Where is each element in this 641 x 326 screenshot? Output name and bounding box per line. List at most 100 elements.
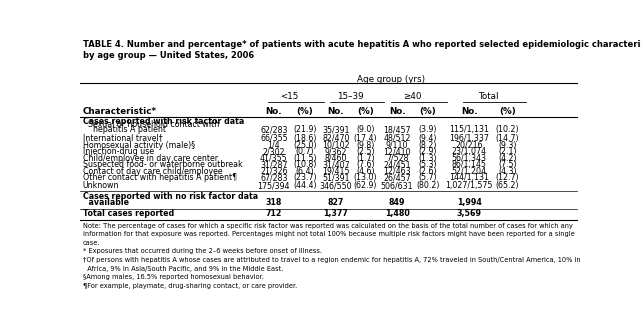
Text: hepatitis A patient: hepatitis A patient xyxy=(83,126,165,135)
Text: 41/355: 41/355 xyxy=(260,154,288,163)
Text: †Of persons with hepatitis A whose cases are attributed to travel to a region en: †Of persons with hepatitis A whose cases… xyxy=(83,257,580,263)
Text: (7.6): (7.6) xyxy=(356,160,374,169)
Text: 1,994: 1,994 xyxy=(456,198,481,207)
Text: * Exposures that occurred during the 2–6 weeks before onset of illness.: * Exposures that occurred during the 2–6… xyxy=(83,248,322,255)
Text: 9/362: 9/362 xyxy=(325,147,347,156)
Text: (6.4): (6.4) xyxy=(296,167,314,176)
Text: (2.6): (2.6) xyxy=(419,167,437,176)
Text: Note: The percentage of cases for which a specific risk factor was reported was : Note: The percentage of cases for which … xyxy=(83,223,572,229)
Text: Total cases reported: Total cases reported xyxy=(83,209,174,218)
Text: 23/1,074: 23/1,074 xyxy=(452,147,487,156)
Text: available: available xyxy=(83,198,129,207)
Text: 12/463: 12/463 xyxy=(383,167,411,176)
Text: (8.2): (8.2) xyxy=(419,141,437,150)
Text: 67/283: 67/283 xyxy=(260,173,288,182)
Text: (9.4): (9.4) xyxy=(419,134,437,142)
Text: 8/460: 8/460 xyxy=(325,154,347,163)
Text: No.: No. xyxy=(388,107,405,116)
Text: Cases reported with no risk factor data: Cases reported with no risk factor data xyxy=(83,192,258,201)
Text: Characteristic*: Characteristic* xyxy=(83,107,156,116)
Text: (62.9): (62.9) xyxy=(354,181,377,190)
Text: ¶For example, playmate, drug-sharing contact, or care provider.: ¶For example, playmate, drug-sharing con… xyxy=(83,283,297,289)
Text: 1,377: 1,377 xyxy=(324,209,349,218)
Text: 196/1,337: 196/1,337 xyxy=(449,134,489,142)
Text: 21/326: 21/326 xyxy=(260,167,288,176)
Text: 15–39: 15–39 xyxy=(337,92,364,101)
Text: (4.2): (4.2) xyxy=(498,154,517,163)
Text: (0.7): (0.7) xyxy=(296,147,314,156)
Text: No.: No. xyxy=(265,107,282,116)
Text: (13.0): (13.0) xyxy=(354,173,377,182)
Text: 86/1,145: 86/1,145 xyxy=(452,160,487,169)
Text: 62/283: 62/283 xyxy=(260,126,288,135)
Text: (%): (%) xyxy=(357,107,374,116)
Text: ≥40: ≥40 xyxy=(403,92,422,101)
Text: 3,569: 3,569 xyxy=(456,209,481,218)
Text: 20/216: 20/216 xyxy=(455,141,483,150)
Text: (21.9): (21.9) xyxy=(293,126,317,135)
Text: (44.4): (44.4) xyxy=(293,181,317,190)
Text: 849: 849 xyxy=(389,198,405,207)
Text: Child/employee in day care center: Child/employee in day care center xyxy=(83,154,217,163)
Text: International travel†: International travel† xyxy=(83,134,162,142)
Text: 48/512: 48/512 xyxy=(383,134,411,142)
Text: 1,480: 1,480 xyxy=(385,209,410,218)
Text: (23.7): (23.7) xyxy=(293,173,317,182)
Text: (5.3): (5.3) xyxy=(419,160,437,169)
Text: 35/391: 35/391 xyxy=(322,126,350,135)
Text: information for that exposure was reported. Percentages might not total 100% bec: information for that exposure was report… xyxy=(83,231,574,237)
Text: (65.2): (65.2) xyxy=(495,181,519,190)
Text: Suspected food- or waterborne outbreak: Suspected food- or waterborne outbreak xyxy=(83,160,242,169)
Text: 18/457: 18/457 xyxy=(383,126,411,135)
Text: Cases reported with risk factor data: Cases reported with risk factor data xyxy=(83,117,244,126)
Text: 10/102: 10/102 xyxy=(322,141,350,150)
Text: Total: Total xyxy=(478,92,499,101)
Text: TABLE 4. Number and percentage* of patients with acute hepatitis A who reported : TABLE 4. Number and percentage* of patie… xyxy=(83,40,641,60)
Text: (2.9): (2.9) xyxy=(419,147,437,156)
Text: Age group (yrs): Age group (yrs) xyxy=(356,75,425,84)
Text: Injection-drug use: Injection-drug use xyxy=(83,147,154,156)
Text: 318: 318 xyxy=(265,198,282,207)
Text: No.: No. xyxy=(461,107,478,116)
Text: (17.4): (17.4) xyxy=(354,134,377,142)
Text: 82/470: 82/470 xyxy=(322,134,350,142)
Text: 19/415: 19/415 xyxy=(322,167,350,176)
Text: (%): (%) xyxy=(296,107,313,116)
Text: 346/550: 346/550 xyxy=(320,181,353,190)
Text: (80.2): (80.2) xyxy=(416,181,440,190)
Text: (3.9): (3.9) xyxy=(419,126,437,135)
Text: (9.8): (9.8) xyxy=(356,141,374,150)
Text: <15: <15 xyxy=(280,92,299,101)
Text: 1/4: 1/4 xyxy=(267,141,280,150)
Text: (9.3): (9.3) xyxy=(498,141,517,150)
Text: (10.8): (10.8) xyxy=(293,160,317,169)
Text: 144/1,131: 144/1,131 xyxy=(449,173,489,182)
Text: (14.7): (14.7) xyxy=(495,134,519,142)
Text: 51/391: 51/391 xyxy=(322,173,350,182)
Text: Homosexual activity (male)§: Homosexual activity (male)§ xyxy=(83,141,195,150)
Text: 712: 712 xyxy=(266,209,282,218)
Text: (4.6): (4.6) xyxy=(356,167,374,176)
Text: (18.6): (18.6) xyxy=(293,134,317,142)
Text: Other contact with hepatitis A patient¶: Other contact with hepatitis A patient¶ xyxy=(83,173,237,182)
Text: (2.5): (2.5) xyxy=(356,147,374,156)
Text: 2/302: 2/302 xyxy=(263,147,285,156)
Text: No.: No. xyxy=(328,107,344,116)
Text: case.: case. xyxy=(83,240,100,246)
Text: (10.2): (10.2) xyxy=(495,126,519,135)
Text: 24/451: 24/451 xyxy=(383,160,411,169)
Text: 26/457: 26/457 xyxy=(383,173,411,182)
Text: (2.1): (2.1) xyxy=(498,147,517,156)
Text: 9/110: 9/110 xyxy=(386,141,408,150)
Text: 56/1,343: 56/1,343 xyxy=(452,154,487,163)
Text: 175/394: 175/394 xyxy=(258,181,290,190)
Text: 31/407: 31/407 xyxy=(322,160,350,169)
Text: (7.5): (7.5) xyxy=(498,160,517,169)
Text: (1.7): (1.7) xyxy=(356,154,374,163)
Text: 66/355: 66/355 xyxy=(260,134,288,142)
Text: 12/410: 12/410 xyxy=(383,147,411,156)
Text: Unknown: Unknown xyxy=(83,181,119,190)
Text: Sexual or household contact with: Sexual or household contact with xyxy=(83,121,219,129)
Text: 827: 827 xyxy=(328,198,344,207)
Text: (1.3): (1.3) xyxy=(419,154,437,163)
